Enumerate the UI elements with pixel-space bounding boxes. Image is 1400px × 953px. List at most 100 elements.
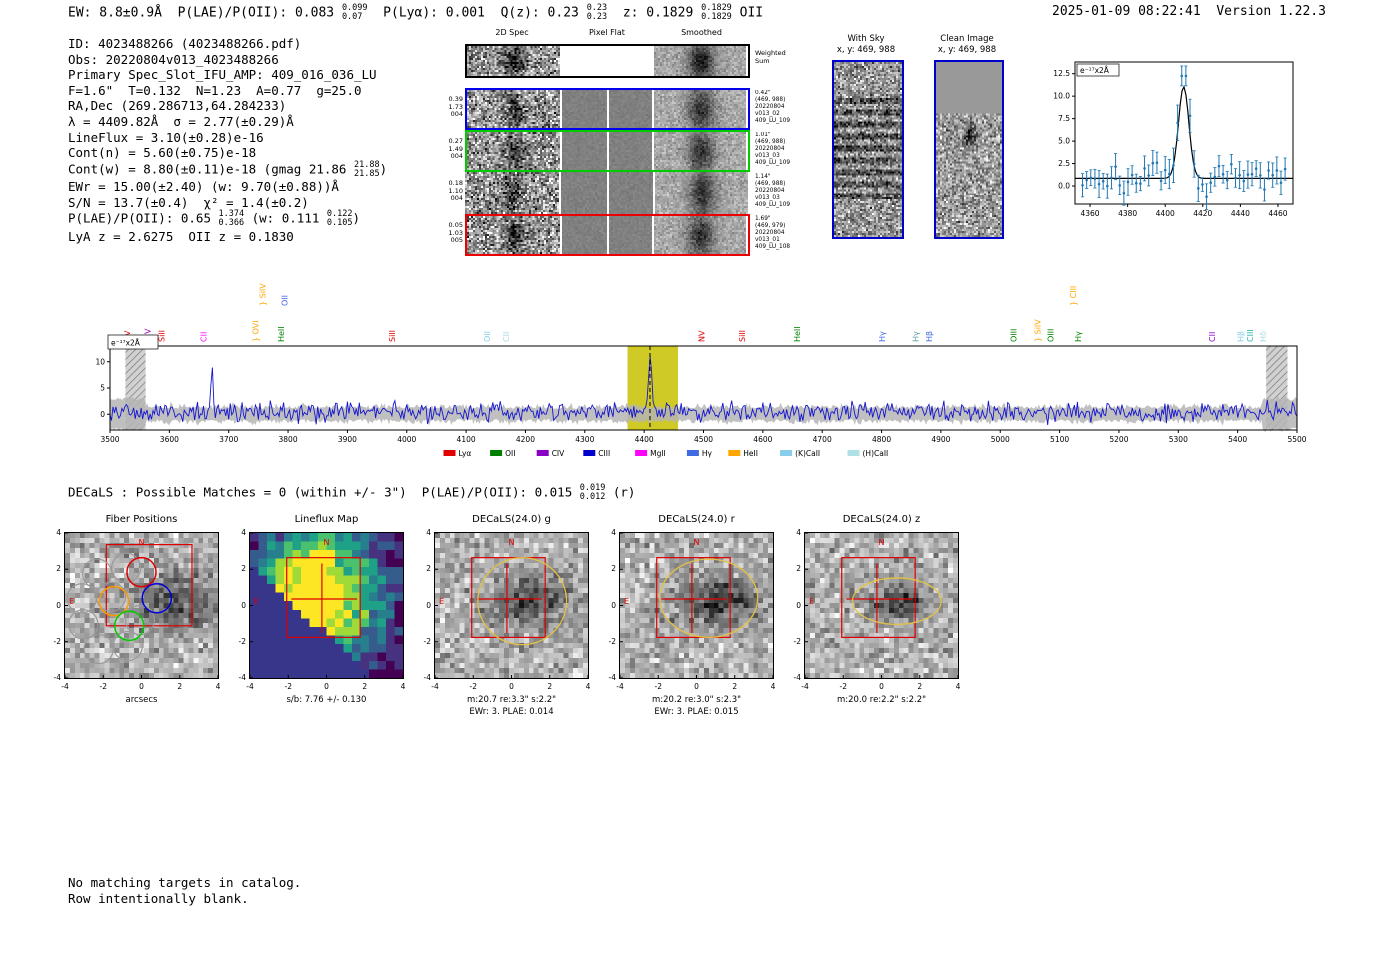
svg-text:4200: 4200 bbox=[516, 435, 535, 444]
fiber-weights-label: 0.18 1.10 004 bbox=[439, 179, 463, 203]
label-line: 1.73 bbox=[448, 102, 463, 111]
pixelflat-image bbox=[562, 216, 652, 254]
spec2d-col-header-2dspec: 2D Spec bbox=[495, 28, 529, 37]
fiber-id-label: 1.01" (469, 988) 20220804 v013_03 409_LU_109 bbox=[755, 132, 825, 167]
label-line: 005 bbox=[450, 236, 463, 244]
svg-text:CIII: CIII bbox=[1246, 329, 1255, 342]
stacked-uncertainty: 0.122 0.105 bbox=[327, 210, 353, 229]
detection-info-block: ID: 4023488266 (4023488266.pdf) Obs: 2022… bbox=[68, 36, 387, 244]
cutout-xlabel: m:20.7 re:3.3" s:2.2" bbox=[466, 695, 557, 705]
svg-text:SiII: SiII bbox=[738, 330, 747, 342]
y-tick-label: 0 bbox=[56, 600, 61, 610]
fiber-id-label: 1.14" (469, 988) 20220804 v013_03 409_LU_109 bbox=[755, 174, 825, 209]
text: EWr = 15.00(±2.40) (w: 9.70(±0.88))Å bbox=[68, 179, 339, 195]
with-sky-title: With Sky bbox=[847, 34, 885, 44]
info-line: λ = 4409.82Å σ = 2.77(±0.29)Å bbox=[68, 114, 387, 130]
spec2d-image bbox=[467, 216, 560, 254]
label-line: 0.05 bbox=[448, 221, 463, 229]
y-tick-label: 4 bbox=[796, 528, 801, 537]
text: ) bbox=[379, 161, 388, 177]
y-tick-label: 2 bbox=[796, 564, 801, 574]
info-line: Obs: 20220804v013_4023488266 bbox=[68, 52, 387, 68]
cutout-panel-lineflux: Lineflux Map N E 4 2 0 -2 -4 -4 -2 0 2 4 s/b: 7.76 +/… bbox=[239, 510, 406, 720]
x-tick-label: -2 bbox=[99, 682, 107, 691]
label-line: 1.01" bbox=[755, 132, 771, 138]
timestamp: 2025-01-09 08:22:41 Version 1.22.3 bbox=[1052, 4, 1326, 19]
svg-text:N: N bbox=[879, 538, 885, 547]
y-tick-label: 2 bbox=[426, 564, 431, 574]
label-line: 20220804 bbox=[755, 104, 785, 110]
svg-text:3700: 3700 bbox=[219, 435, 238, 444]
svg-text:5100: 5100 bbox=[1050, 435, 1069, 444]
text: λ = 4409.82Å σ = 2.77(±0.29)Å bbox=[68, 113, 294, 129]
y-tick-label: 2 bbox=[56, 564, 61, 574]
info-line: RA,Dec (269.286713,64.284233) bbox=[68, 98, 387, 114]
label-line: 004 bbox=[450, 194, 463, 202]
svg-text:E: E bbox=[809, 597, 814, 606]
stacked-uncertainty: 0.019 0.012 bbox=[580, 483, 606, 502]
stacked-uncertainty: 21.88 21.85 bbox=[354, 160, 380, 179]
spec2d-image bbox=[467, 132, 560, 170]
label-line: 1.10 bbox=[448, 186, 463, 195]
svg-text:7.5: 7.5 bbox=[1058, 114, 1070, 123]
svg-text:Hγ: Hγ bbox=[911, 331, 920, 342]
x-tick-label: 0 bbox=[879, 682, 884, 691]
info-line: LineFlux = 3.10(±0.28)e-16 bbox=[68, 130, 387, 146]
svg-text:E: E bbox=[439, 597, 444, 606]
info-line: LyA z = 2.6275 OII z = 0.1830 bbox=[68, 229, 387, 245]
x-tick-label: 0 bbox=[509, 682, 514, 691]
svg-text:4380: 4380 bbox=[1118, 209, 1137, 218]
weighted-sum-label: Weighted Sum bbox=[755, 49, 825, 65]
footer-notes: No matching targets in catalog. Row inte… bbox=[68, 875, 301, 906]
cutout-panel-image: DECaLS(24.0) r N E 4 2 0 -2 -4 -4 -2 0 2 4 m:20.2 re:… bbox=[609, 510, 776, 720]
decals-header: DECaLS : Possible Matches = 0 (within +/… bbox=[68, 483, 636, 502]
info-line: EWr = 15.00(±2.40) (w: 9.70(±0.88))Å bbox=[68, 179, 387, 195]
y-tick-label: -2 bbox=[793, 636, 801, 646]
stacked-uncertainty: 0.23 0.23 bbox=[587, 3, 607, 22]
text: S/N = 13.7(±0.4) χ² = 1.4(±0.2) bbox=[68, 194, 309, 210]
text: (r) bbox=[605, 484, 636, 500]
svg-text:MgII: MgII bbox=[650, 449, 666, 458]
spec2d-image bbox=[465, 172, 559, 214]
spec2d-row bbox=[465, 214, 750, 256]
y-tick-label: -4 bbox=[238, 673, 246, 682]
svg-text:5000: 5000 bbox=[991, 435, 1010, 444]
clean-image bbox=[934, 60, 1004, 239]
text: OII bbox=[731, 5, 764, 21]
svg-text:OIII: OIII bbox=[1009, 329, 1018, 342]
info-line: ID: 4023488266 (4023488266.pdf) bbox=[68, 36, 387, 52]
lower-bound: 0.1829 bbox=[701, 12, 732, 23]
cutout-title: DECaLS(24.0) z bbox=[842, 514, 921, 525]
svg-text:4900: 4900 bbox=[931, 435, 950, 444]
label-line: 409_LU_109 bbox=[755, 118, 791, 124]
svg-text:E: E bbox=[254, 597, 259, 606]
svg-text:SiII: SiII bbox=[388, 330, 397, 342]
x-tick-label: -2 bbox=[284, 682, 292, 691]
text: z: 0.1829 bbox=[607, 5, 702, 21]
svg-text:5500: 5500 bbox=[1287, 435, 1306, 444]
x-tick-label: -4 bbox=[246, 682, 254, 691]
cutout-title: DECaLS(24.0) r bbox=[658, 514, 735, 525]
y-tick-label: -4 bbox=[793, 673, 801, 682]
cutout-title: Fiber Positions bbox=[105, 514, 178, 525]
svg-text:4800: 4800 bbox=[872, 435, 891, 444]
x-tick-label: 2 bbox=[547, 682, 553, 691]
y-tick-label: 0 bbox=[426, 600, 431, 610]
x-tick-label: 4 bbox=[955, 682, 961, 691]
svg-text:OII: OII bbox=[483, 331, 492, 342]
svg-text:5.0: 5.0 bbox=[1058, 137, 1070, 146]
svg-text:3800: 3800 bbox=[279, 435, 298, 444]
label-line: v013_01 bbox=[755, 237, 780, 243]
label-line: (469, 988) bbox=[755, 181, 786, 187]
cutout-xlabel: arcsecs bbox=[125, 695, 158, 705]
svg-text:} SiIV: } SiIV bbox=[1034, 319, 1043, 342]
cutout-row: Fiber Positions N E 4 2 0 -2 -4 -4 -2 0 2 4 arcsecs Li… bbox=[0, 510, 1400, 720]
spec2d-image bbox=[467, 46, 560, 76]
x-tick-label: 0 bbox=[694, 682, 699, 691]
cutout-xlabel: m:20.0 re:2.2" s:2.2" bbox=[836, 695, 927, 705]
svg-text:N: N bbox=[509, 538, 515, 547]
text: F=1.6" T=0.132 N=1.23 A=0.77 g=25.0 bbox=[68, 82, 362, 98]
cutout-title: Lineflux Map bbox=[294, 514, 359, 525]
